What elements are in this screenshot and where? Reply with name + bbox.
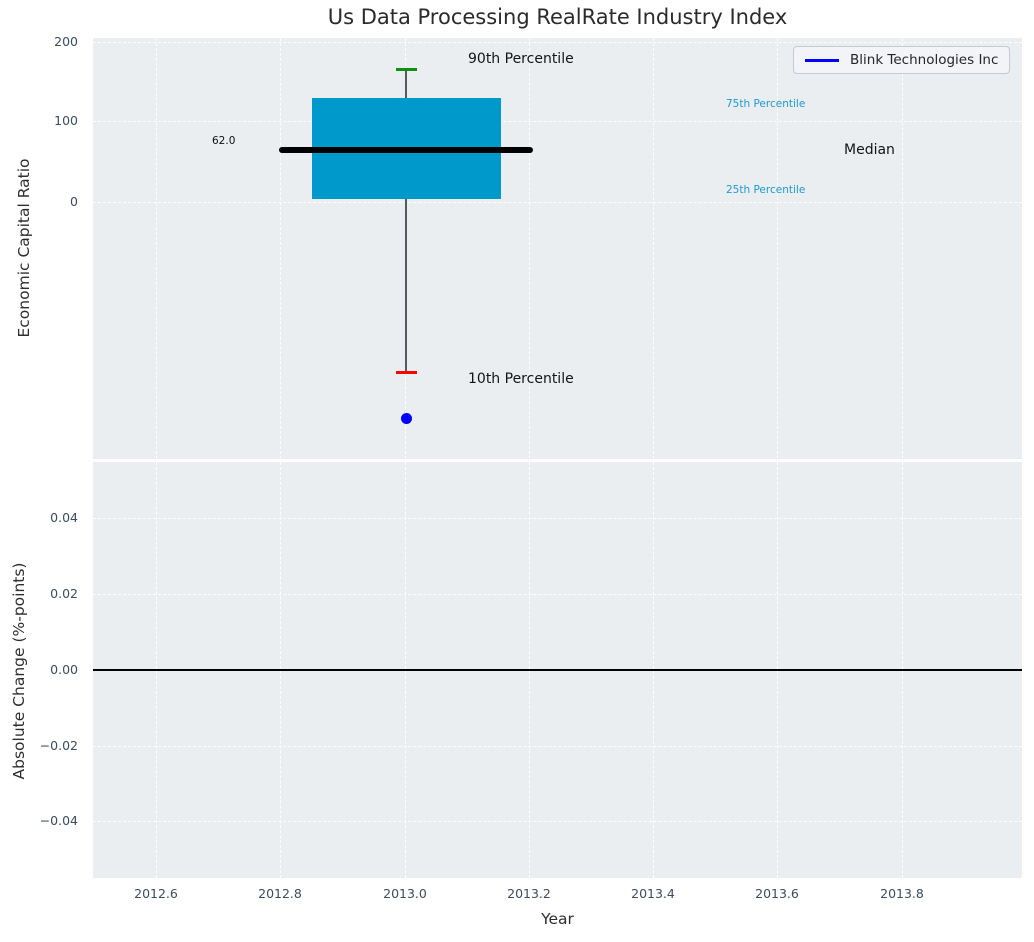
- xtick-2012.8: 2012.8: [258, 886, 302, 901]
- annotation-10th-percentile: 10th Percentile: [468, 371, 574, 387]
- chart-title: Us Data Processing RealRate Industry Ind…: [327, 5, 788, 29]
- ytick-0: 0: [70, 194, 78, 209]
- ytick--0.04: −0.04: [39, 813, 78, 828]
- ytick-0.04: 0.04: [50, 510, 78, 525]
- gridline-h: [93, 518, 1022, 519]
- ytick--0.02: −0.02: [39, 738, 78, 753]
- top-axes: 90th Percentile 10th Percentile 75th Per…: [93, 38, 1022, 459]
- company-point: [401, 413, 412, 424]
- bottom-axes: [93, 462, 1022, 878]
- p10-cap: [396, 371, 417, 374]
- xtick-2013.8: 2013.8: [880, 886, 924, 901]
- ytick-0.02: 0.02: [50, 586, 78, 601]
- annotation-90th-percentile: 90th Percentile: [468, 51, 574, 67]
- x-axis-label: Year: [541, 910, 574, 928]
- gridline-v: [280, 38, 281, 459]
- gridline-h: [93, 121, 1022, 122]
- median-value-label: 62.0: [212, 135, 236, 147]
- bottom-y-axis-label: Absolute Change (%-points): [10, 562, 28, 780]
- gridline-v: [777, 38, 778, 459]
- gridline-h: [93, 202, 1022, 203]
- xtick-2013.2: 2013.2: [507, 886, 551, 901]
- whisker-line: [405, 70, 407, 371]
- zero-change-line: [93, 669, 1022, 671]
- xtick-2013.6: 2013.6: [755, 886, 799, 901]
- ytick-200: 200: [54, 34, 78, 49]
- gridline-v: [902, 38, 903, 459]
- gridline-h: [93, 42, 1022, 43]
- top-y-axis-label: Economic Capital Ratio: [15, 158, 33, 338]
- gridline-v: [156, 38, 157, 459]
- legend-line-sample: [805, 58, 839, 62]
- xtick-2012.6: 2012.6: [134, 886, 178, 901]
- annotation-median: Median: [844, 142, 895, 158]
- median-line: [279, 147, 533, 153]
- gridline-v: [529, 38, 530, 459]
- gridline-h: [93, 746, 1022, 747]
- ytick-0.00: 0.00: [50, 662, 78, 677]
- legend-label: Blink Technologies Inc: [850, 52, 999, 68]
- gridline-h: [93, 594, 1022, 595]
- xtick-2013.4: 2013.4: [631, 886, 675, 901]
- p90-cap: [396, 68, 417, 71]
- ytick-100: 100: [54, 113, 78, 128]
- xtick-2013.0: 2013.0: [383, 886, 427, 901]
- annotation-75th-percentile: 75th Percentile: [726, 98, 806, 110]
- gridline-v: [653, 38, 654, 459]
- legend: Blink Technologies Inc: [793, 46, 1011, 74]
- annotation-25th-percentile: 25th Percentile: [726, 184, 806, 196]
- gridline-h: [93, 821, 1022, 822]
